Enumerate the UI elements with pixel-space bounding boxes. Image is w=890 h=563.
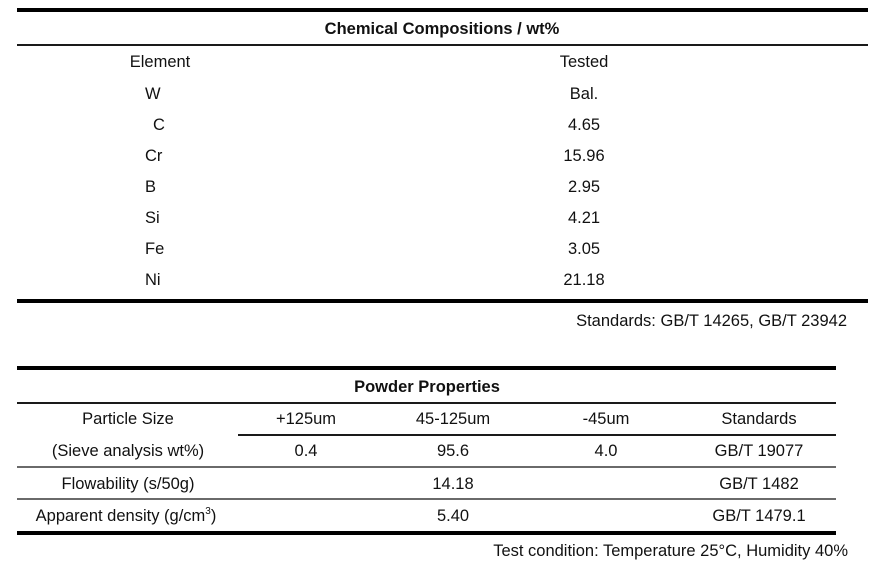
apparent-density-label: Apparent density (g/cm3) bbox=[36, 506, 217, 526]
sieve-plus125-value: 0.4 bbox=[294, 442, 318, 460]
element-cell: Cr bbox=[145, 147, 163, 165]
particle-size-label: Particle Size bbox=[82, 410, 174, 428]
tested-cell: 21.18 bbox=[563, 271, 605, 289]
density-label-superscript: 3 bbox=[205, 506, 211, 517]
table-bottom-rule bbox=[17, 299, 868, 303]
table-bottom-rule bbox=[17, 531, 836, 535]
flowability-standard: GB/T 1482 bbox=[719, 475, 799, 493]
tested-cell: 2.95 bbox=[567, 178, 601, 196]
sieve-analysis-label: (Sieve analysis wt%) bbox=[51, 442, 205, 460]
density-label-suffix: ) bbox=[210, 507, 217, 525]
powder-table-title: Powder Properties bbox=[354, 378, 500, 396]
element-cell: Ni bbox=[145, 271, 161, 289]
test-condition-footnote: Test condition: Temperature 25°C, Humidi… bbox=[493, 542, 848, 560]
density-label-text: Apparent density (g/cm bbox=[35, 507, 206, 525]
row-rule bbox=[17, 498, 836, 500]
element-cell: Fe bbox=[145, 240, 165, 258]
chemical-table-title: Chemical Compositions / wt% bbox=[324, 20, 560, 38]
column-header-minus45: -45um bbox=[582, 410, 630, 428]
row-rule bbox=[17, 466, 836, 468]
element-cell: C bbox=[153, 116, 165, 134]
apparent-density-standard: GB/T 1479.1 bbox=[712, 507, 806, 525]
apparent-density-value: 5.40 bbox=[436, 507, 470, 525]
sieve-standard: GB/T 19077 bbox=[714, 442, 804, 460]
tested-cell: 4.21 bbox=[567, 209, 601, 227]
flowability-label: Flowability (s/50g) bbox=[61, 475, 195, 493]
column-header-element: Element bbox=[129, 53, 191, 71]
flowability-value: 14.18 bbox=[432, 475, 474, 493]
header-rule bbox=[17, 402, 836, 404]
partial-header-rule bbox=[238, 434, 836, 436]
column-header-plus125: +125um bbox=[275, 410, 337, 428]
tested-cell: 15.96 bbox=[563, 147, 605, 165]
column-header-45-125: 45-125um bbox=[415, 410, 491, 428]
tested-cell: 4.65 bbox=[567, 116, 601, 134]
sieve-45-125-value: 95.6 bbox=[436, 442, 470, 460]
table-top-rule bbox=[17, 366, 836, 370]
element-cell: Si bbox=[145, 209, 160, 227]
table-top-rule bbox=[17, 8, 868, 12]
element-cell: B bbox=[145, 178, 157, 196]
column-header-tested: Tested bbox=[559, 53, 609, 71]
element-cell: W bbox=[145, 85, 161, 103]
column-header-standards: Standards bbox=[721, 410, 797, 428]
header-rule bbox=[17, 44, 868, 46]
tested-cell: Bal. bbox=[569, 85, 599, 103]
sieve-minus45-value: 4.0 bbox=[594, 442, 618, 460]
standards-footnote: Standards: GB/T 14265, GB/T 23942 bbox=[576, 312, 847, 330]
tested-cell: 3.05 bbox=[567, 240, 601, 258]
